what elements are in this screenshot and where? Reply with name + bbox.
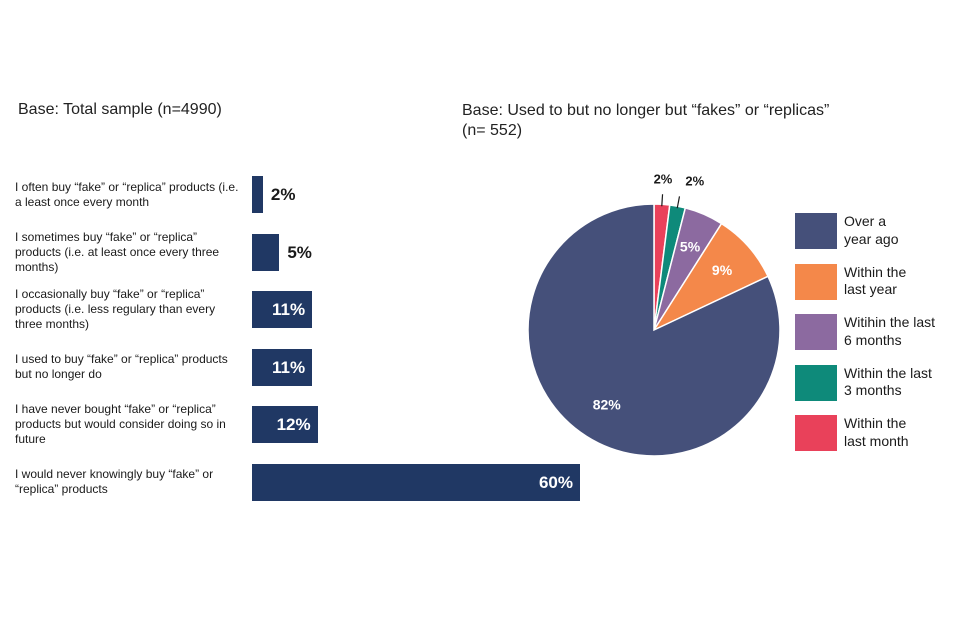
bar-value-label: 60% (538, 472, 573, 492)
legend-swatch (795, 314, 837, 350)
pie-slice (651, 222, 770, 332)
legend-swatch (795, 213, 837, 249)
pie-value-label: 2% (654, 171, 673, 186)
legend-item: Within the last month (795, 415, 955, 451)
legend-label: Witihin the last 6 months (844, 314, 959, 349)
legend-label: Within the last 3 months (844, 365, 959, 400)
legend-item: Within the last year (795, 263, 955, 300)
bar-value-label: 2% (270, 185, 296, 204)
legend-label-line2: year ago (844, 230, 899, 247)
pie-value-label: 2% (685, 174, 704, 189)
legend-label-line1: Over a (844, 213, 887, 229)
pie-leader-line (676, 196, 681, 209)
bar-value-label: 11% (272, 357, 306, 377)
bar (252, 233, 280, 271)
legend-label: Within the last year (844, 264, 959, 299)
bar-value-label: 12% (276, 415, 311, 434)
legend-label-line1: Within the last (844, 364, 932, 381)
pie-slice (653, 203, 671, 331)
bar-chart: I often buy “fake” or “replica” products… (0, 160, 620, 520)
bar-value-label: 5% (287, 242, 312, 262)
bar-category-label: I would never knowingly buy “fake” or “r… (15, 467, 214, 496)
right-base-line2: (n= 552) (462, 122, 523, 139)
legend-label-line1: Within the (844, 263, 907, 280)
pie-value-label: 9% (712, 262, 733, 278)
legend-label: Within the last month (844, 415, 959, 450)
bar (252, 463, 580, 501)
legend-label-line1: Within the (844, 415, 907, 431)
legend-swatch (795, 415, 837, 451)
bar (252, 176, 263, 213)
legend-swatch (795, 364, 837, 401)
legend-label-line2: 3 months (844, 382, 902, 398)
left-base-note: Base: Total sample (n=4990) (18, 101, 222, 118)
legend-item: Witihin the last 6 months (795, 314, 955, 350)
right-base-line1: Base: Used to but no longer but “fakes” … (462, 102, 830, 119)
pie-slice (653, 207, 723, 331)
pie-leader-line (661, 194, 664, 207)
pie-slice (653, 204, 687, 331)
legend-swatch (795, 263, 837, 300)
bar-category-label: I have never bought “fake” or “replica” … (15, 402, 226, 446)
bar-category-label: I often buy “fake” or “replica” products… (15, 179, 239, 209)
legend-label-line2: last year (844, 281, 897, 297)
bar (252, 291, 313, 328)
legend-label-line2: 6 months (844, 331, 902, 348)
legend-label-line1: Witihin the last (844, 314, 936, 330)
bar-value-label: 11% (272, 300, 306, 319)
legend-item: Over a year ago (795, 213, 955, 249)
legend-label-line2: last month (844, 432, 909, 449)
pie-value-label: 5% (680, 239, 701, 255)
pie-legend: Over a year ago Within the last year Witihin… (795, 213, 955, 466)
bar-category-label: I occasionally buy “fake” or “replica” p… (15, 287, 216, 331)
bar (252, 348, 313, 386)
bar (252, 406, 318, 443)
bar-category-label: I sometimes buy “fake” or “replica” prod… (15, 229, 220, 274)
bar-category-label: I used to buy “fake” or “replica” produc… (15, 352, 228, 381)
legend-label: Over a year ago (844, 213, 959, 248)
legend-item: Within the last 3 months (795, 364, 955, 401)
right-base-note: Base: Used to but no longer but “fakes” … (462, 101, 882, 141)
